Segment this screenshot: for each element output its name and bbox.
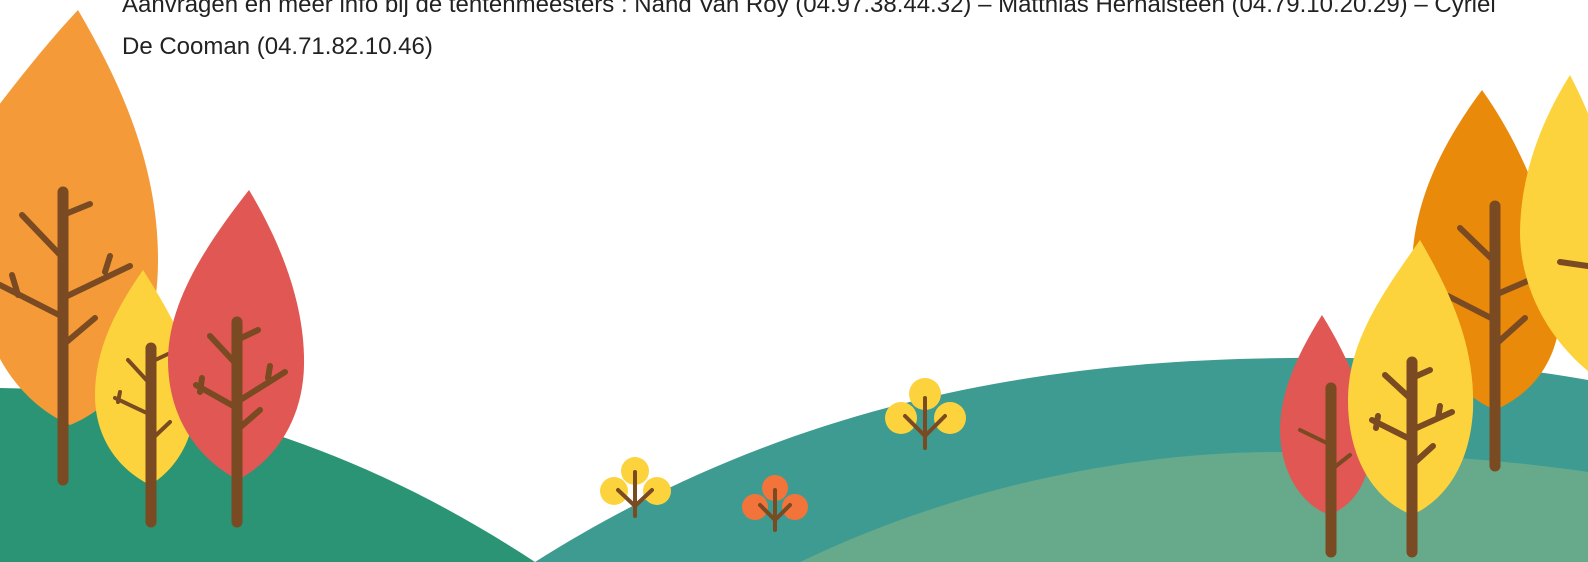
decoration bbox=[0, 0, 1588, 562]
page: Aanvragen en meer info bij de tentenmees… bbox=[0, 0, 1588, 562]
contact-text: Aanvragen en meer info bij de tentenmees… bbox=[122, 0, 1502, 68]
